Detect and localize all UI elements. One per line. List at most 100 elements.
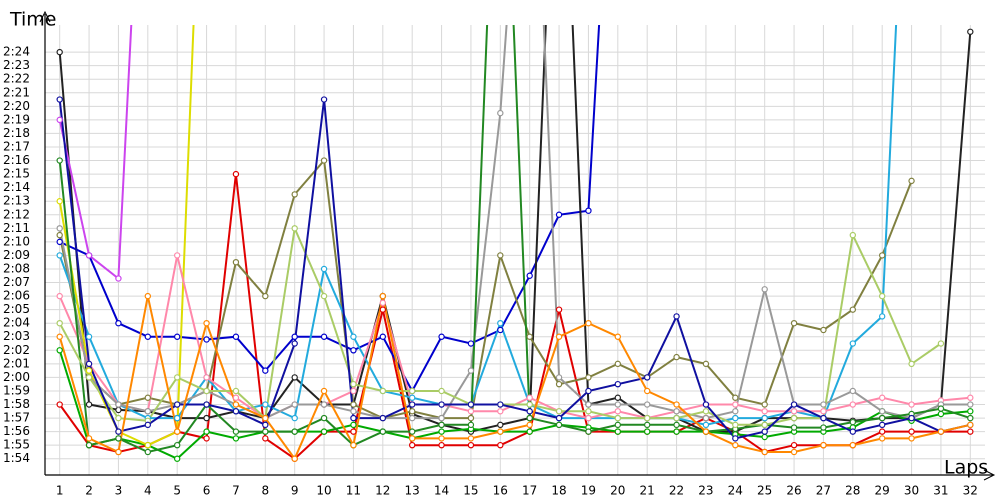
lap-point	[350, 441, 357, 449]
lap-point	[203, 401, 210, 408]
lap-point	[878, 292, 886, 300]
lap-point	[438, 387, 445, 395]
lap-point	[790, 408, 798, 415]
lap-point	[673, 353, 680, 361]
series-line	[58, 25, 133, 281]
lap-point	[379, 333, 387, 340]
y-tick-label: 2:10	[3, 234, 30, 248]
lap-point	[379, 299, 387, 307]
lap-point	[291, 414, 298, 422]
y-tick-label: 2:15	[3, 167, 30, 181]
y-tick-label: 2:20	[3, 99, 30, 113]
lap-point	[350, 428, 357, 435]
lap-point	[262, 367, 269, 374]
x-tick-label: 11	[346, 484, 361, 498]
lap-point	[643, 374, 651, 381]
y-axis-arrow	[39, 10, 51, 23]
lap-point	[555, 306, 563, 313]
lap-point	[85, 367, 93, 374]
lap-point	[144, 408, 152, 415]
lap-point	[115, 428, 122, 435]
lap-point	[85, 441, 93, 449]
lap-point	[908, 435, 915, 442]
lap-point	[350, 421, 357, 429]
lap-point	[732, 441, 739, 449]
lap-point	[173, 455, 181, 462]
lap-point	[438, 428, 445, 435]
lap-point	[702, 421, 710, 429]
lap-point	[320, 401, 328, 408]
series-line	[58, 25, 195, 447]
series-line	[58, 25, 898, 426]
lap-point	[497, 408, 504, 415]
lap-point	[56, 252, 63, 259]
lap-point	[173, 428, 181, 435]
lap-point	[350, 401, 357, 408]
lap-point	[585, 428, 592, 435]
lap-point	[85, 333, 93, 340]
x-tick-label: 31	[933, 484, 948, 498]
series-line	[58, 99, 971, 440]
lap-point	[56, 238, 63, 246]
lap-point	[467, 441, 475, 449]
lap-point	[702, 401, 710, 408]
lap-point	[732, 421, 739, 429]
lap-point	[967, 394, 974, 401]
lap-point	[467, 408, 475, 415]
lap-point	[497, 109, 504, 117]
lap-point	[408, 414, 416, 422]
lap-point	[232, 387, 240, 395]
lap-point	[555, 421, 563, 429]
series-line	[58, 350, 971, 460]
lap-point	[849, 387, 857, 395]
lap-point	[908, 414, 915, 422]
lap-point	[144, 441, 152, 449]
lap-point	[614, 360, 622, 368]
lap-point	[849, 441, 857, 449]
lap-point	[56, 401, 63, 408]
lap-point	[232, 258, 240, 266]
x-tick-label: 12	[375, 484, 390, 498]
lap-point	[262, 292, 269, 300]
lap-point	[732, 414, 739, 422]
lap-point	[967, 401, 974, 408]
lap-point	[320, 387, 328, 395]
x-tick-label: 27	[816, 484, 831, 498]
lap-point	[790, 441, 798, 449]
lap-point	[262, 428, 269, 435]
lap-point	[144, 448, 152, 456]
series-line	[58, 25, 971, 454]
lap-point	[849, 401, 857, 408]
plot-area	[56, 25, 974, 462]
lap-point	[614, 394, 622, 401]
lap-point	[56, 225, 63, 232]
lap-point	[408, 428, 416, 435]
lap-point	[614, 414, 622, 422]
lap-point	[320, 428, 328, 435]
lap-point	[85, 252, 93, 259]
lap-point	[291, 333, 298, 340]
x-tick-label: 17	[522, 484, 537, 498]
x-tick-label: 2	[85, 484, 93, 498]
lap-point	[614, 333, 622, 340]
lap-point	[585, 374, 592, 381]
lap-point	[673, 401, 680, 408]
lap-point	[555, 380, 563, 388]
lap-point	[878, 414, 886, 422]
lap-point	[85, 360, 93, 368]
lap-point	[173, 333, 181, 340]
series-line	[58, 25, 971, 420]
lap-point	[614, 421, 622, 429]
lap-point	[350, 333, 357, 340]
lap-point	[320, 265, 328, 273]
lap-point	[262, 414, 269, 422]
y-tick-label: 2:03	[3, 329, 30, 343]
y-tick-label: 2:01	[3, 356, 30, 370]
lap-point	[967, 428, 974, 435]
lap-point	[555, 211, 563, 218]
y-tick-label: 1:54	[3, 451, 30, 465]
lap-point	[467, 414, 475, 422]
lap-point	[761, 428, 768, 435]
lap-point	[408, 441, 416, 449]
lap-point	[144, 394, 152, 401]
